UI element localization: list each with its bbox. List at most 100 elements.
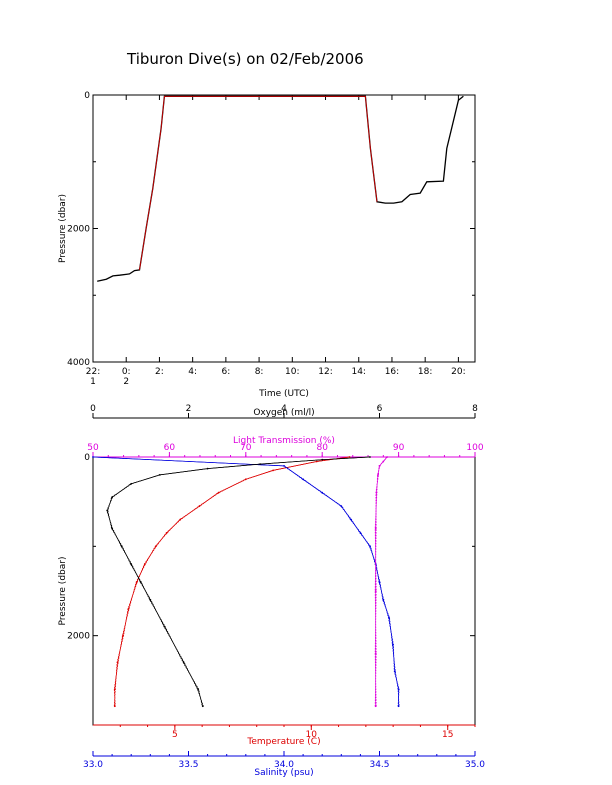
temperature-tick-label: 5 bbox=[172, 730, 178, 740]
profile-point-temperature bbox=[348, 456, 351, 458]
profile-point-temperature bbox=[244, 478, 247, 481]
profile-point-light-transmission bbox=[386, 456, 388, 458]
profile-point-light-transmission bbox=[374, 652, 377, 655]
profile-light-transmission bbox=[375, 456, 388, 707]
profile-point-salinity bbox=[388, 616, 390, 619]
oxygen-axis-label: Oxygen (ml/l) bbox=[253, 408, 314, 418]
transmission-tick-label: 80 bbox=[316, 443, 328, 453]
profile-oxygen bbox=[106, 456, 370, 707]
profile-point-light-transmission bbox=[375, 491, 378, 494]
y-tick-label: 4000 bbox=[67, 358, 90, 368]
pressure-trace-0 bbox=[97, 95, 464, 282]
plot-frame bbox=[92, 94, 476, 363]
profile-point-salinity bbox=[302, 478, 304, 481]
profile-point-oxygen bbox=[201, 705, 204, 708]
profile-point-temperature bbox=[135, 581, 138, 583]
y-tick-label: 2000 bbox=[67, 225, 90, 235]
profile-salinity bbox=[93, 456, 400, 707]
oxygen-tick-label: 0 bbox=[90, 404, 96, 414]
pressure-trace-1 bbox=[139, 95, 378, 270]
profile-point-salinity bbox=[92, 456, 94, 458]
profile-point-light-transmission bbox=[382, 460, 385, 463]
x-axis-label: Time (UTC) bbox=[258, 389, 309, 399]
profile-salinity bbox=[92, 456, 399, 707]
profile-point-salinity bbox=[283, 465, 285, 467]
x-tick-label: 2: bbox=[155, 367, 164, 377]
profile-light-transmission bbox=[374, 456, 388, 707]
x-tick-label: 18: bbox=[418, 367, 432, 377]
plot-frame bbox=[92, 456, 476, 726]
salinity-tick-label: 33.5 bbox=[178, 760, 198, 770]
profile-point-salinity bbox=[382, 599, 385, 601]
y-tick-label: 2000 bbox=[67, 632, 90, 642]
salinity-tick-label: 34.5 bbox=[369, 760, 389, 770]
profile-point-temperature bbox=[116, 661, 119, 664]
profile-point-oxygen bbox=[197, 688, 200, 691]
profile-point-temperature bbox=[198, 505, 201, 507]
profile-point-salinity bbox=[378, 581, 381, 583]
x-tick-label: 8: bbox=[255, 367, 264, 377]
profile-temperature bbox=[113, 456, 351, 707]
profile-oxygen bbox=[106, 456, 371, 707]
profile-point-temperature bbox=[272, 469, 274, 472]
profile-salinity bbox=[92, 456, 400, 707]
x-tick-label: 4: bbox=[188, 367, 197, 377]
profile-point-temperature bbox=[113, 705, 116, 708]
profile-point-salinity bbox=[350, 518, 352, 521]
profile-point-oxygen bbox=[163, 625, 166, 628]
y-tick-label: 0 bbox=[84, 91, 90, 101]
x-tick-label: 14: bbox=[351, 367, 365, 377]
salinity-axis-label: Salinity (psu) bbox=[254, 768, 313, 778]
profile-point-salinity bbox=[340, 505, 343, 507]
profile-point-salinity bbox=[321, 491, 324, 494]
profile-point-temperature bbox=[217, 491, 220, 494]
profile-point-oxygen bbox=[182, 661, 185, 664]
x-tick-label: 10: bbox=[285, 367, 299, 377]
profile-point-temperature bbox=[143, 563, 146, 566]
profile-point-salinity bbox=[392, 643, 394, 646]
profile-point-oxygen bbox=[106, 509, 109, 512]
oxygen-tick-label: 8 bbox=[472, 404, 478, 414]
profile-chart: 0 2000 Pressure (dbar) 0 2 4 6 8 Oxygen (ml/l) 50… bbox=[58, 404, 485, 778]
profile-point-oxygen bbox=[139, 581, 142, 583]
temperature-axis-label: Temperature (C) bbox=[246, 737, 320, 747]
profile-point-temperature bbox=[165, 532, 168, 534]
profile-point-oxygen bbox=[120, 545, 123, 548]
salinity-tick-label: 34.0 bbox=[274, 760, 294, 770]
x-tick-label: 12: bbox=[318, 367, 332, 377]
profile-point-salinity bbox=[393, 670, 396, 673]
profile-point-light-transmission bbox=[374, 527, 377, 530]
profile-point-light-transmission bbox=[377, 474, 379, 476]
profile-temperature bbox=[113, 456, 349, 707]
x-tick-label: 0: bbox=[122, 367, 131, 377]
x-tick-label: 2 bbox=[123, 377, 129, 387]
x-tick-label: 6: bbox=[221, 367, 230, 377]
y-axis-label: Pressure (dbar) bbox=[58, 194, 68, 263]
y-tick-label: 0 bbox=[84, 453, 90, 463]
x-tick-label: 16: bbox=[385, 367, 399, 377]
profile-point-oxygen bbox=[149, 599, 152, 601]
profile-point-light-transmission bbox=[374, 705, 377, 708]
y-axis-label: Pressure (dbar) bbox=[58, 557, 68, 626]
salinity-tick-label: 33.0 bbox=[83, 760, 103, 770]
profile-point-oxygen bbox=[130, 563, 133, 566]
x-tick-label: 22: bbox=[86, 367, 100, 377]
profile-point-salinity bbox=[359, 532, 362, 534]
temperature-tick-label: 10 bbox=[306, 730, 318, 740]
salinity-tick-label: 35.0 bbox=[465, 760, 485, 770]
oxygen-tick-label: 2 bbox=[186, 404, 192, 414]
profile-point-oxygen bbox=[130, 482, 133, 485]
profile-point-salinity bbox=[369, 545, 371, 548]
profile-oxygen bbox=[107, 456, 370, 707]
profile-point-oxygen bbox=[111, 527, 113, 530]
profile-point-oxygen bbox=[259, 463, 261, 465]
profile-point-light-transmission bbox=[378, 465, 381, 467]
profile-point-oxygen bbox=[158, 474, 161, 476]
profile-point-oxygen bbox=[111, 496, 113, 499]
transmission-tick-label: 90 bbox=[393, 443, 405, 453]
profile-point-temperature bbox=[127, 608, 130, 610]
x-tick-label: 1 bbox=[90, 377, 96, 387]
